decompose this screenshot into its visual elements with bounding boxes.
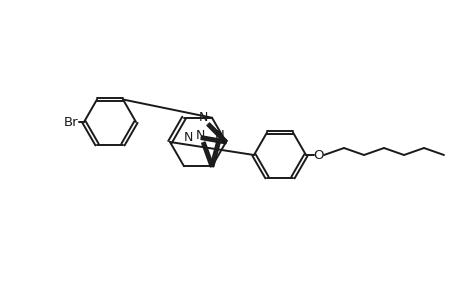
Text: O: O <box>313 148 324 161</box>
Text: Br: Br <box>63 116 78 128</box>
Text: N: N <box>196 129 205 142</box>
Text: N: N <box>184 131 193 144</box>
Text: N: N <box>198 111 207 124</box>
Text: N: N <box>214 129 224 142</box>
